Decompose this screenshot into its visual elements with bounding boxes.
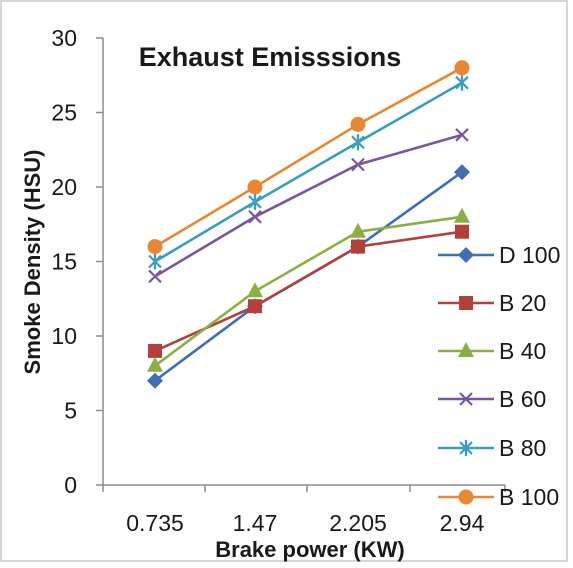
- legend-label: B 80: [499, 435, 546, 461]
- data-point: [351, 134, 365, 151]
- data-point: [350, 116, 366, 132]
- x-axis-title: Brake power (KW): [215, 537, 404, 562]
- series-line: [154, 133, 463, 278]
- legend-label: B 100: [499, 484, 559, 510]
- series-b-40: [147, 207, 470, 372]
- legend-marker: [458, 342, 474, 357]
- data-point: [147, 239, 163, 255]
- y-tick-label: 0: [64, 472, 77, 498]
- x-tick-label: 2.94: [440, 510, 485, 536]
- data-point: [247, 179, 263, 195]
- legend-marker: [458, 489, 474, 505]
- data-point: [455, 128, 469, 142]
- y-tick-label: 25: [51, 100, 77, 126]
- data-point: [148, 343, 162, 358]
- legend-item: B 40: [438, 338, 546, 364]
- data-point: [454, 164, 470, 181]
- data-point: [248, 299, 262, 314]
- chart-title: Exhaust Emisssions: [139, 42, 402, 72]
- legend-item: B 100: [438, 484, 559, 510]
- y-tick-label: 15: [51, 249, 77, 275]
- data-point: [454, 207, 470, 223]
- x-tick-label: 2.205: [329, 510, 387, 536]
- data-point: [455, 224, 469, 239]
- legend-marker: [459, 296, 473, 310]
- data-point: [247, 282, 263, 298]
- series-line: [154, 66, 463, 248]
- series-b-100: [147, 60, 470, 255]
- legend-marker: [459, 440, 473, 456]
- legend-label: B 60: [499, 386, 546, 412]
- x-tick-label: 0.735: [126, 510, 184, 536]
- data-point: [351, 239, 365, 254]
- data-point: [148, 253, 162, 270]
- x-tick-label: 1.47: [233, 510, 278, 536]
- x-ticks: 0.735 1.47 2.205 2.94: [102, 485, 506, 536]
- series-layer: [147, 60, 470, 389]
- legend-marker: [458, 247, 474, 263]
- series-line: [154, 81, 463, 263]
- data-point: [351, 157, 365, 172]
- legend-marker: [459, 392, 473, 406]
- series-b-60: [148, 128, 469, 284]
- y-axis-title: Smoke Density (HSU): [20, 150, 45, 375]
- data-point: [248, 193, 262, 210]
- series-line: [154, 215, 463, 367]
- legend-item: B 80: [438, 435, 546, 461]
- legend-label: D 100: [499, 242, 560, 268]
- data-point: [454, 60, 470, 76]
- y-tick-label: 5: [64, 398, 77, 424]
- legend-label: B 20: [499, 290, 546, 316]
- data-point: [147, 372, 163, 389]
- y-tick-label: 10: [51, 323, 77, 349]
- data-point: [147, 356, 163, 372]
- y-ticks: 0 5 10 15 20 25 30: [51, 25, 103, 498]
- series-b-80: [148, 74, 469, 270]
- y-tick-label: 20: [51, 174, 77, 200]
- legend-item: B 60: [438, 386, 546, 412]
- data-point: [248, 210, 262, 224]
- data-point: [350, 222, 366, 238]
- y-tick-label: 30: [51, 25, 77, 51]
- legend: D 100 B 20 B 40 B 60 B 80 B 100: [438, 242, 560, 510]
- legend-item: D 100: [438, 242, 560, 268]
- data-point: [148, 269, 162, 284]
- legend-item: B 20: [438, 290, 546, 316]
- data-point: [455, 74, 469, 91]
- legend-label: B 40: [499, 338, 546, 364]
